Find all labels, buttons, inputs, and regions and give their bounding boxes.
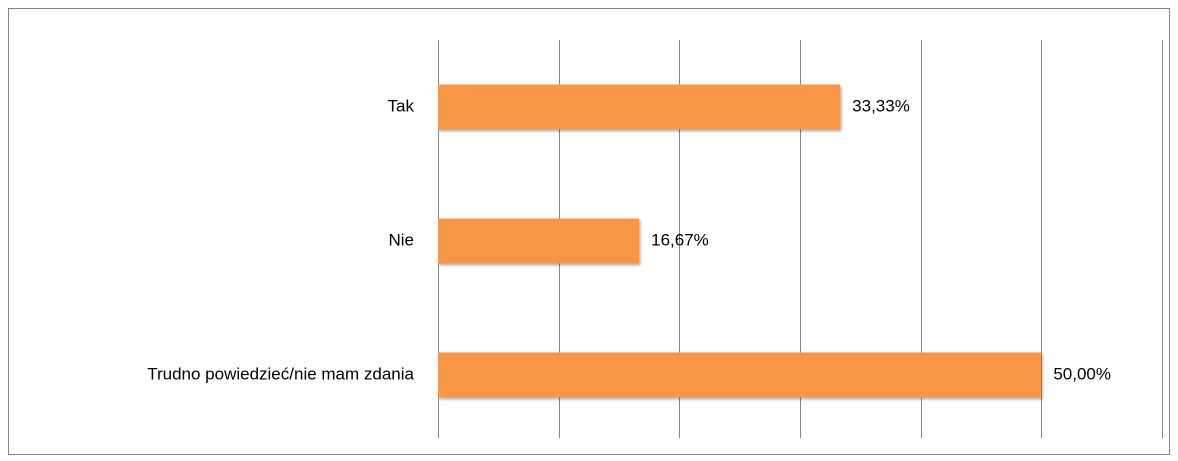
- y-tick-label: Trudno powiedzieć/nie mam zdania: [147, 364, 414, 383]
- y-tick-label: Tak: [388, 96, 415, 115]
- y-tick-label: Nie: [388, 230, 414, 249]
- value-label: 16,67%: [651, 230, 709, 249]
- value-label: 33,33%: [852, 96, 910, 115]
- value-label: 50,00%: [1053, 364, 1111, 383]
- bar: [438, 218, 640, 264]
- bar: [438, 84, 841, 130]
- bar: [438, 352, 1042, 398]
